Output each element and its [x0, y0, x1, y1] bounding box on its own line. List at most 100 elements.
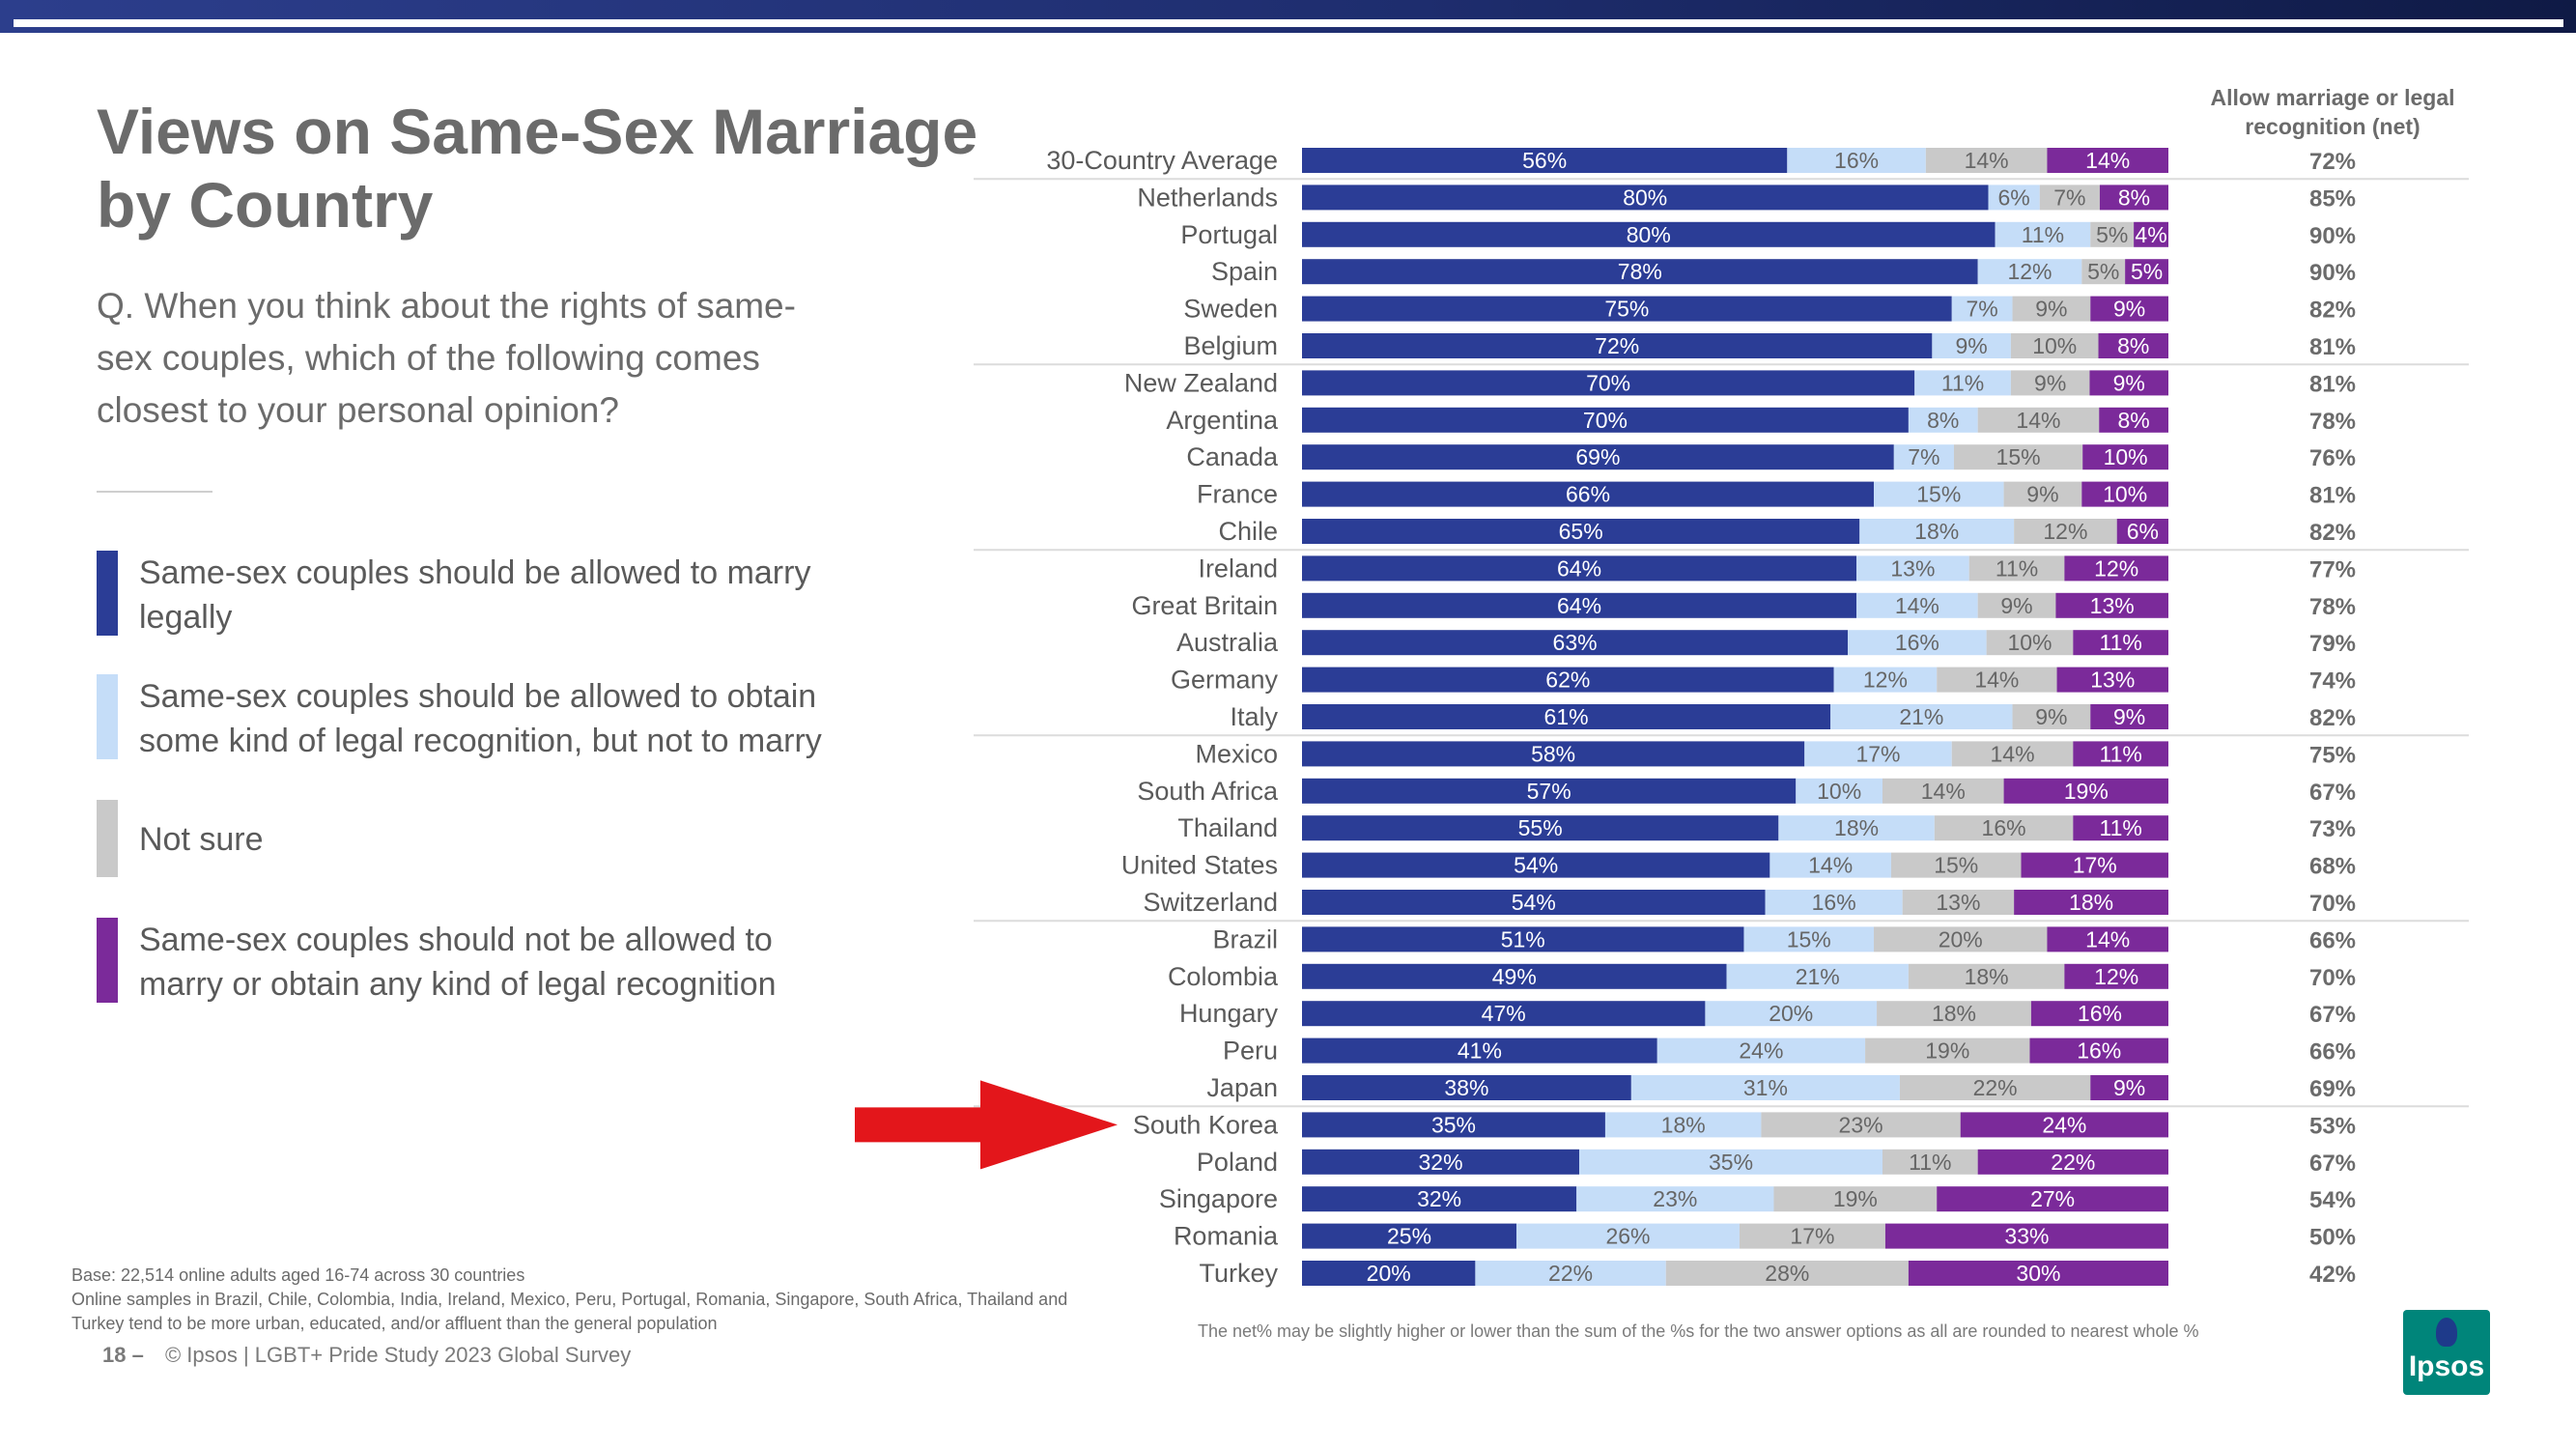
bar-label-italy-series-3: 9% [2113, 704, 2145, 729]
net-value-spain: 90% [2309, 260, 2356, 286]
bar-portugal-series-2 [2090, 221, 2135, 247]
bar-poland-series-0 [1302, 1149, 1580, 1175]
bar-hungary-series-0 [1302, 1001, 1706, 1027]
bar-turkey-series-2 [1665, 1261, 1909, 1286]
bar-label-chile-series-2: 12% [2043, 519, 2087, 544]
bar-label-argentina-series-2: 14% [2016, 408, 2060, 433]
bar-france-series-2 [2003, 481, 2082, 507]
bar-label-japan-series-3: 9% [2113, 1075, 2145, 1100]
bar-australia-series-1 [1848, 630, 1987, 656]
net-value-canada: 76% [2309, 445, 2356, 471]
bar-label-ireland-series-3: 12% [2094, 555, 2138, 581]
bar-label-south-korea-series-3: 24% [2042, 1112, 2086, 1137]
bar-label-great-britain-series-2: 9% [2000, 593, 2032, 618]
bar-label-hungary-series-3: 16% [2078, 1001, 2122, 1026]
bar-thailand-series-3 [2073, 815, 2168, 841]
country-label-new-zealand: New Zealand [1124, 368, 1278, 397]
net-value-peru: 66% [2309, 1039, 2356, 1065]
divider [97, 491, 212, 493]
bar-label-singapore-series-2: 19% [1833, 1186, 1878, 1211]
bar-spain-series-3 [2125, 259, 2168, 285]
bar-spain-series-1 [1977, 259, 2082, 285]
bar-spain-series-2 [2081, 259, 2126, 285]
bar-netherlands-series-1 [1988, 185, 2040, 211]
ipsos-logo-icon [2436, 1318, 2457, 1347]
country-label-thailand: Thailand [1177, 813, 1278, 842]
bar-united-states-series-0 [1302, 852, 1770, 878]
bar-colombia-series-0 [1302, 963, 1727, 989]
bar-south-africa-series-3 [2003, 778, 2168, 804]
bar-label-united-states-series-2: 15% [1934, 853, 1978, 878]
bar-canada-series-1 [1893, 444, 1954, 470]
bar-italy-series-2 [2012, 704, 2091, 729]
bar-30-country-average-series-3 [2047, 148, 2168, 173]
bar-label-australia-series-3: 11% [2100, 630, 2142, 655]
bar-30-country-average-series-1 [1787, 148, 1926, 173]
bar-germany-series-3 [2056, 667, 2168, 693]
legend-swatch-marry [97, 551, 118, 636]
bar-label-poland-series-1: 35% [1709, 1150, 1753, 1175]
legend-swatch-recognition [97, 674, 118, 759]
bar-argentina-series-1 [1908, 407, 1978, 433]
bar-chile-series-1 [1859, 519, 2015, 544]
bar-switzerland-series-3 [2014, 890, 2168, 915]
bar-belgium-series-1 [1932, 333, 2011, 358]
bar-label-great-britain-series-1: 14% [1895, 593, 1939, 618]
bar-turkey-series-3 [1908, 1261, 2168, 1286]
country-label-colombia: Colombia [1168, 962, 1279, 991]
bar-label-30-country-average-series-3: 14% [2085, 148, 2130, 173]
bar-label-romania-series-1: 26% [1605, 1224, 1650, 1249]
bar-label-france-series-3: 10% [2103, 482, 2147, 507]
bar-label-thailand-series-2: 16% [1982, 815, 2026, 840]
bar-label-brazil-series-1: 15% [1787, 926, 1831, 952]
bar-label-spain-series-2: 5% [2087, 259, 2119, 284]
country-label-hungary: Hungary [1179, 999, 1279, 1028]
bar-label-south-korea-series-1: 18% [1661, 1112, 1706, 1137]
bar-netherlands-series-3 [2099, 185, 2168, 211]
bar-label-peru-series-3: 16% [2077, 1038, 2121, 1064]
bar-ireland-series-1 [1856, 555, 1969, 582]
bar-label-sweden-series-1: 7% [1967, 297, 1998, 322]
bar-label-mexico-series-0: 58% [1531, 741, 1575, 766]
bar-argentina-series-0 [1302, 407, 1909, 433]
bar-ireland-series-3 [2064, 555, 2168, 582]
bar-label-30-country-average-series-0: 56% [1522, 148, 1567, 173]
bar-label-chile-series-0: 65% [1559, 519, 1603, 544]
bar-label-germany-series-0: 62% [1545, 668, 1590, 693]
bar-netherlands-series-2 [2039, 185, 2100, 211]
bar-great-britain-series-1 [1856, 592, 1978, 618]
bar-label-great-britain-series-3: 13% [2090, 593, 2135, 618]
bar-label-germany-series-3: 13% [2090, 668, 2135, 693]
bar-south-korea-series-1 [1604, 1112, 1762, 1138]
bar-south-korea-series-0 [1302, 1112, 1605, 1138]
net-value-portugal: 90% [2309, 223, 2356, 249]
bar-brazil-series-3 [2047, 926, 2168, 952]
survey-question: Q. When you think about the rights of sa… [97, 286, 796, 430]
bar-hungary-series-3 [2030, 1001, 2168, 1027]
bar-label-canada-series-1: 7% [1908, 444, 1939, 469]
bar-label-thailand-series-0: 55% [1518, 815, 1563, 840]
bar-japan-series-3 [2090, 1075, 2168, 1100]
bar-turkey-series-1 [1475, 1261, 1666, 1286]
bar-singapore-series-2 [1773, 1186, 1938, 1212]
net-value-poland: 67% [2309, 1151, 2356, 1177]
bar-label-portugal-series-2: 5% [2096, 222, 2128, 247]
country-label-ireland: Ireland [1198, 554, 1278, 582]
bar-south-korea-series-3 [1960, 1112, 2168, 1138]
bar-colombia-series-1 [1726, 963, 1909, 989]
country-label-30-country-average: 30-Country Average [1046, 146, 1278, 175]
legend-label-marry: Same-sex couples should be allowed to ma… [139, 554, 811, 636]
bar-label-united-states-series-0: 54% [1514, 853, 1558, 878]
bar-label-argentina-series-1: 8% [1927, 408, 1959, 433]
bar-label-south-korea-series-2: 23% [1839, 1112, 1883, 1137]
bar-label-netherlands-series-0: 80% [1623, 185, 1667, 210]
net-value-south-africa: 67% [2309, 780, 2356, 806]
bar-south-korea-series-2 [1761, 1112, 1961, 1138]
bar-japan-series-2 [1899, 1075, 2091, 1100]
country-label-spain: Spain [1211, 257, 1278, 286]
bar-label-italy-series-2: 9% [2035, 704, 2067, 729]
bar-label-mexico-series-2: 14% [1991, 741, 2035, 766]
bar-united-states-series-3 [2021, 852, 2168, 878]
bar-new-zealand-series-1 [1914, 370, 2011, 396]
